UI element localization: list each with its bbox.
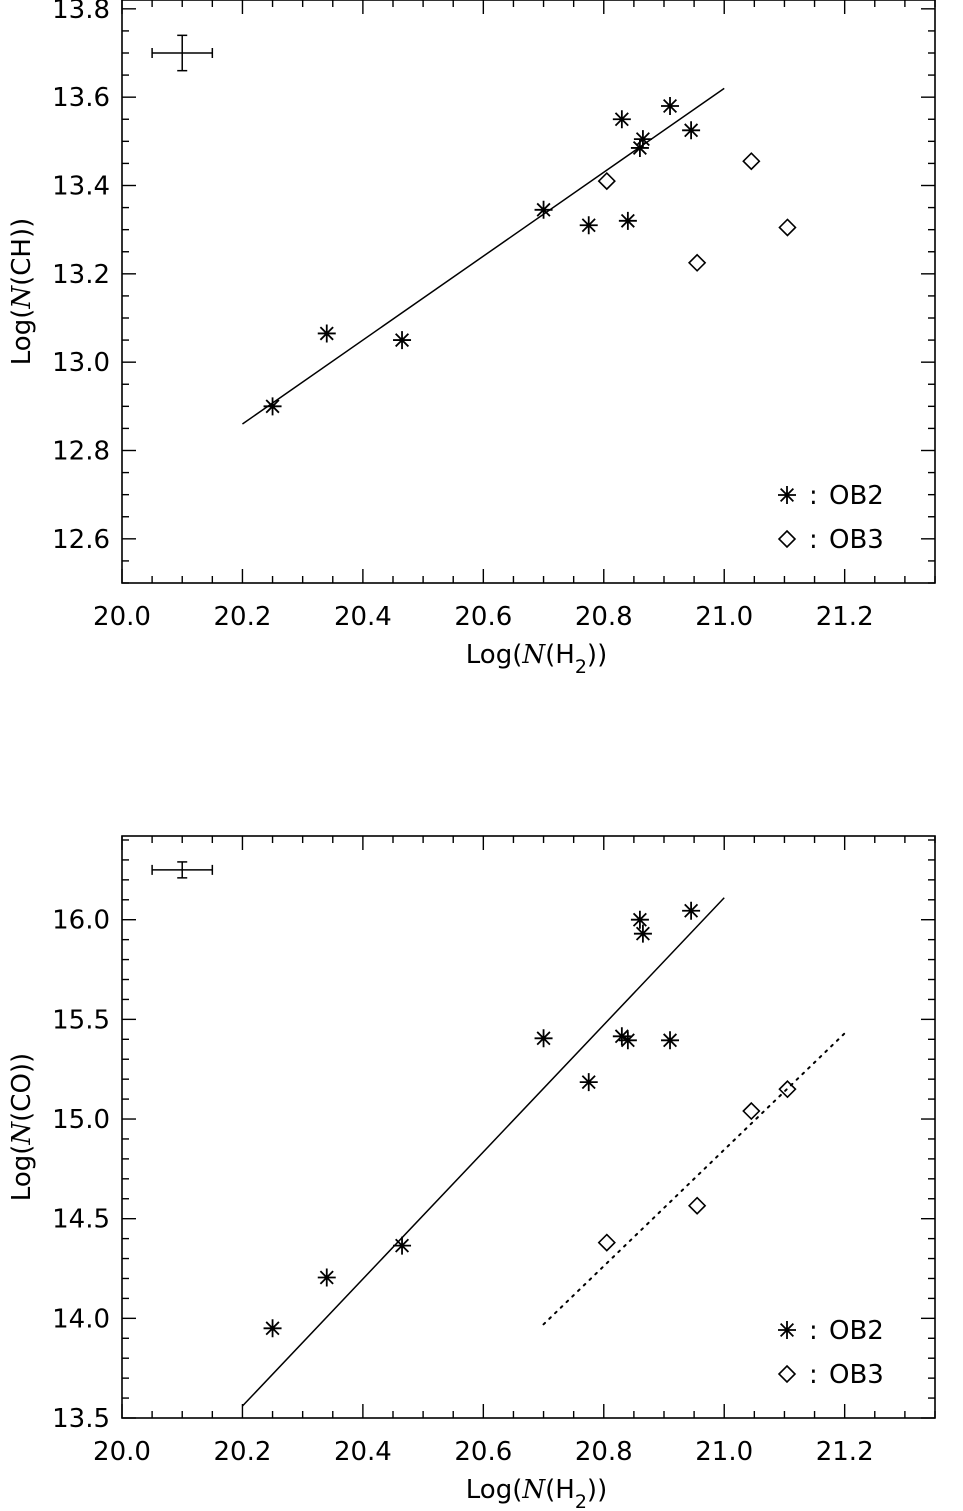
y-tick-label: 12.6 <box>52 525 110 555</box>
y-tick-label: 13.8 <box>52 0 110 25</box>
legend-separator: : <box>809 525 818 555</box>
x-tick-label: 21.2 <box>816 602 874 632</box>
y-tick-label: 13.4 <box>52 172 110 202</box>
legend-asterisk-icon <box>778 1321 796 1339</box>
ob2-point <box>263 397 282 416</box>
x-tick-label: 20.6 <box>454 602 512 632</box>
x-tick-label: 21.0 <box>695 602 753 632</box>
y-tick-label: 15.5 <box>52 1005 110 1035</box>
ob2-point <box>317 324 336 343</box>
ob3-point <box>687 1196 707 1215</box>
x-tick-label: 20.8 <box>575 602 633 632</box>
legend-diamond-icon <box>777 529 797 549</box>
y-axis-title: Log(N(CH)) <box>7 218 37 365</box>
y-tick-label: 12.8 <box>52 437 110 467</box>
ob2-point <box>630 910 649 929</box>
error-bar <box>151 34 214 72</box>
legend-label-ob3: OB3 <box>829 525 884 555</box>
ob2-point <box>579 216 598 235</box>
ob2-point <box>633 924 652 943</box>
y-tick-label: 13.6 <box>52 83 110 113</box>
legend-separator: : <box>809 481 818 511</box>
ob3-point <box>597 171 616 191</box>
legend-asterisk-icon <box>778 486 796 504</box>
legend-label-ob2: OB2 <box>829 1316 884 1346</box>
plot-frame <box>121 0 936 584</box>
legend-label-ob2: OB2 <box>829 481 884 511</box>
ob2-point <box>534 1029 553 1048</box>
fit-line-ob2 <box>242 87 725 425</box>
ob3-point <box>778 1079 797 1099</box>
y-axis-title: Log(N(CO)) <box>7 1053 37 1201</box>
x-axis-title: Log(N(H2)) <box>466 1475 607 1511</box>
ob3-point <box>778 218 797 237</box>
x-tick-label: 20.0 <box>93 1437 151 1467</box>
y-tick-label: 15.0 <box>52 1105 110 1135</box>
ob2-point <box>393 1236 412 1255</box>
ob2-point <box>317 1268 336 1287</box>
ob2-point <box>612 110 631 129</box>
ob2-point <box>263 1319 282 1338</box>
fit-line-ob2 <box>241 897 725 1407</box>
ob2-point <box>682 121 701 140</box>
x-tick-label: 20.2 <box>213 1437 271 1467</box>
legend-separator: : <box>809 1360 818 1390</box>
legend: : OB2: OB3 <box>777 481 884 555</box>
x-tick-label: 20.6 <box>454 1437 512 1467</box>
fit-line-ob3 <box>542 1032 846 1326</box>
ob3-point <box>597 1233 616 1252</box>
plot-frame <box>121 835 936 1419</box>
ob3-point <box>687 253 707 272</box>
co-panel: 20.0 20.2 20.4 20.6 20.8 21.0 21.2 13.5 14.0 14.5… <box>7 835 936 1511</box>
ob2-point <box>618 1031 637 1050</box>
y-tick-label: 13.0 <box>52 348 110 378</box>
ob3-point <box>742 1101 761 1121</box>
ob2-point <box>612 1027 631 1046</box>
ob2-point <box>661 97 680 115</box>
legend: : OB2: OB3 <box>777 1316 884 1390</box>
legend-diamond-icon <box>777 1364 797 1384</box>
error-bar <box>151 861 214 879</box>
x-tick-label: 20.8 <box>575 1437 633 1467</box>
series-ob3 <box>597 152 797 272</box>
ch-panel: 20.0 20.2 20.4 20.6 20.8 21.0 21.2 12.6 12.8 13.0… <box>7 0 936 678</box>
ob2-point <box>682 901 701 920</box>
series-ob3 <box>597 1079 797 1252</box>
x-tick-label: 20.4 <box>334 602 392 632</box>
x-tick-label: 20.2 <box>213 602 271 632</box>
series-ob2 <box>263 97 701 416</box>
ob2-point <box>579 1073 598 1092</box>
ob2-point <box>661 1031 680 1050</box>
x-tick-label: 21.0 <box>695 1437 753 1467</box>
x-tick-label: 20.4 <box>334 1437 392 1467</box>
series-ob2 <box>263 901 701 1338</box>
ob3-point <box>742 152 761 171</box>
y-tick-label: 14.5 <box>52 1205 110 1235</box>
y-tick-label: 16.0 <box>52 906 110 936</box>
ob2-point <box>630 138 649 157</box>
x-axis-title: Log(N(H2)) <box>466 640 607 678</box>
legend-label-ob3: OB3 <box>829 1360 884 1390</box>
ob2-point <box>618 211 637 230</box>
ob2-point <box>393 331 412 350</box>
x-tick-label: 21.2 <box>816 1437 874 1467</box>
ob2-point <box>633 130 652 149</box>
y-tick-label: 13.5 <box>52 1404 110 1434</box>
y-tick-label: 14.0 <box>52 1304 110 1334</box>
x-tick-label: 20.0 <box>93 602 151 632</box>
legend-separator: : <box>809 1316 818 1346</box>
y-tick-label: 13.2 <box>52 260 110 290</box>
ob2-point <box>534 200 553 219</box>
